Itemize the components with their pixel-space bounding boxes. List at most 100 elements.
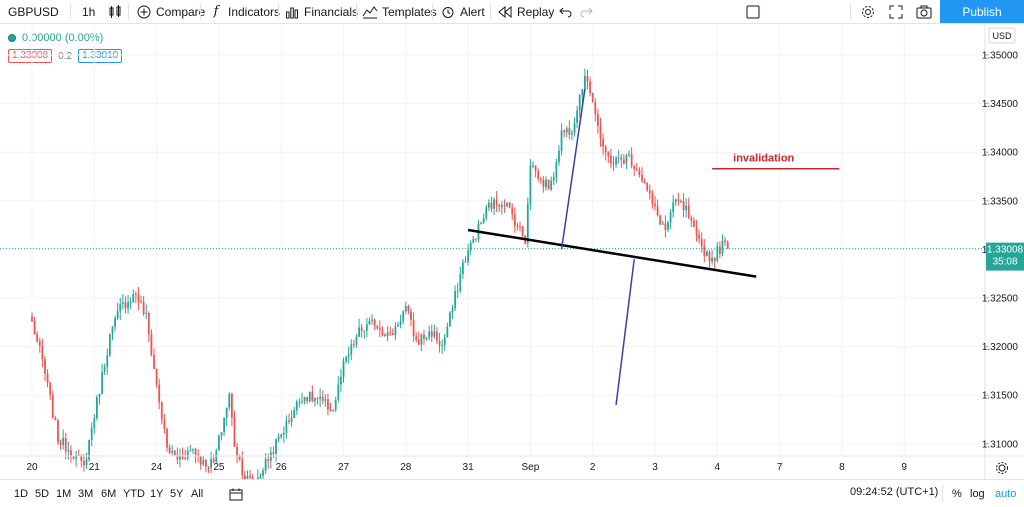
candle-body [633, 165, 636, 169]
candle-body [698, 234, 701, 240]
neckline-trendline[interactable] [467, 228, 757, 278]
candle-body [713, 257, 716, 261]
candle-body [516, 225, 519, 227]
templates-button[interactable]: Templates [362, 0, 437, 23]
range-button-3m[interactable]: 3M [78, 488, 94, 500]
indicators-label: Indicators [228, 4, 281, 19]
candle-body [285, 420, 288, 434]
date-range-picker-button[interactable] [228, 486, 244, 502]
alert-button[interactable]: Alert [440, 0, 485, 23]
candle-body [249, 475, 251, 478]
axis-settings-button[interactable] [996, 462, 1008, 474]
fullscreen-button[interactable] [888, 0, 904, 23]
candle-body [342, 360, 345, 377]
candle-body [36, 334, 39, 342]
candle-body [288, 420, 290, 422]
candle-body [565, 128, 568, 133]
range-button-6m[interactable]: 6M [101, 488, 117, 500]
compare-button[interactable]: Compare [136, 0, 205, 23]
candle-body [581, 89, 584, 96]
candle-body [407, 306, 410, 312]
candle-body [352, 344, 355, 346]
candle-body [132, 293, 135, 303]
candle-body [153, 354, 155, 369]
candle-body [578, 95, 581, 111]
candle-body [220, 432, 223, 436]
candle-body [171, 450, 174, 453]
candle-body [49, 382, 52, 396]
interval-button[interactable]: 1h [82, 0, 95, 23]
candle-body [225, 407, 228, 419]
candle-body [31, 316, 33, 322]
candle-body [365, 324, 368, 331]
candle-body [332, 409, 335, 412]
range-button-5d[interactable]: 5D [35, 488, 50, 500]
layout-button[interactable] [745, 0, 761, 23]
candle-body [441, 345, 444, 347]
candle-body [280, 434, 283, 437]
candle-body [205, 460, 207, 467]
candle-body [194, 449, 197, 455]
candle-body [576, 110, 579, 123]
candle-body [179, 455, 181, 460]
candle-body [75, 455, 78, 459]
range-button-1y[interactable]: 1Y [150, 488, 164, 500]
candle-body [267, 459, 270, 461]
candle-body [350, 344, 353, 355]
publish-button[interactable]: Publish [940, 0, 1024, 23]
drawings[interactable]: invalidation [467, 88, 840, 406]
range-button-5y[interactable]: 5Y [170, 488, 184, 500]
log-scale-toggle[interactable]: log [970, 488, 985, 500]
candle-body [703, 246, 706, 257]
candle-body [218, 435, 220, 451]
range-button-ytd[interactable]: YTD [123, 488, 145, 500]
candle-body [202, 460, 205, 465]
percent-scale-toggle[interactable]: % [952, 488, 962, 500]
candle-body [724, 240, 726, 243]
currency-badge [988, 27, 1016, 44]
chart-type-button[interactable] [107, 0, 123, 23]
candle-body [334, 400, 337, 410]
price-chart[interactable]: invalidation 1.35000 1.34500 1.34000 1.3350… [0, 24, 1024, 479]
candle-body [246, 475, 249, 479]
time-axis[interactable]: 20 21 24 25 26 27 28 31 Sep 2 3 4 7 8 9 [26, 462, 907, 473]
toolbar-divider [200, 3, 201, 20]
candle-body [88, 439, 91, 460]
measure-line-down[interactable] [615, 259, 635, 406]
candle-body [147, 313, 150, 334]
candle-body [70, 450, 72, 457]
settings-button[interactable] [860, 0, 876, 23]
time-tick-label: 3 [652, 462, 658, 473]
range-button-1m[interactable]: 1M [56, 488, 72, 500]
auto-scale-toggle[interactable]: auto [995, 488, 1017, 500]
function-icon: f [213, 4, 219, 19]
undo-icon [558, 4, 574, 20]
undo-button[interactable] [558, 0, 574, 23]
candle-body [558, 150, 560, 163]
price-axis-background[interactable] [985, 24, 1024, 456]
candle-body [378, 327, 381, 330]
candle-body [262, 470, 264, 476]
indicators-button[interactable]: f Indicators [208, 0, 280, 23]
range-button-all[interactable]: All [191, 488, 204, 500]
replay-label: Replay [517, 4, 555, 19]
candle-body [586, 76, 589, 82]
snapshot-button[interactable] [916, 0, 932, 23]
candle-body [716, 246, 719, 261]
redo-button[interactable] [578, 0, 594, 23]
clock-timezone[interactable]: 09:24:52 (UTC+1) [850, 486, 939, 498]
camera-icon [916, 4, 932, 20]
symbol-search-button[interactable]: GBPUSD [8, 0, 59, 23]
candle-body [264, 459, 267, 471]
replay-button[interactable]: Replay [497, 0, 554, 23]
candle-body [428, 331, 431, 338]
measure-line-up[interactable] [560, 88, 586, 250]
candle-body [438, 340, 441, 346]
candle-body [251, 477, 254, 479]
candle-body [230, 393, 233, 418]
financials-button[interactable]: Financials [284, 0, 358, 23]
candle-body [456, 290, 459, 292]
range-button-1d[interactable]: 1D [14, 488, 29, 500]
publish-label: Publish [962, 4, 1002, 19]
candle-body [298, 401, 301, 403]
